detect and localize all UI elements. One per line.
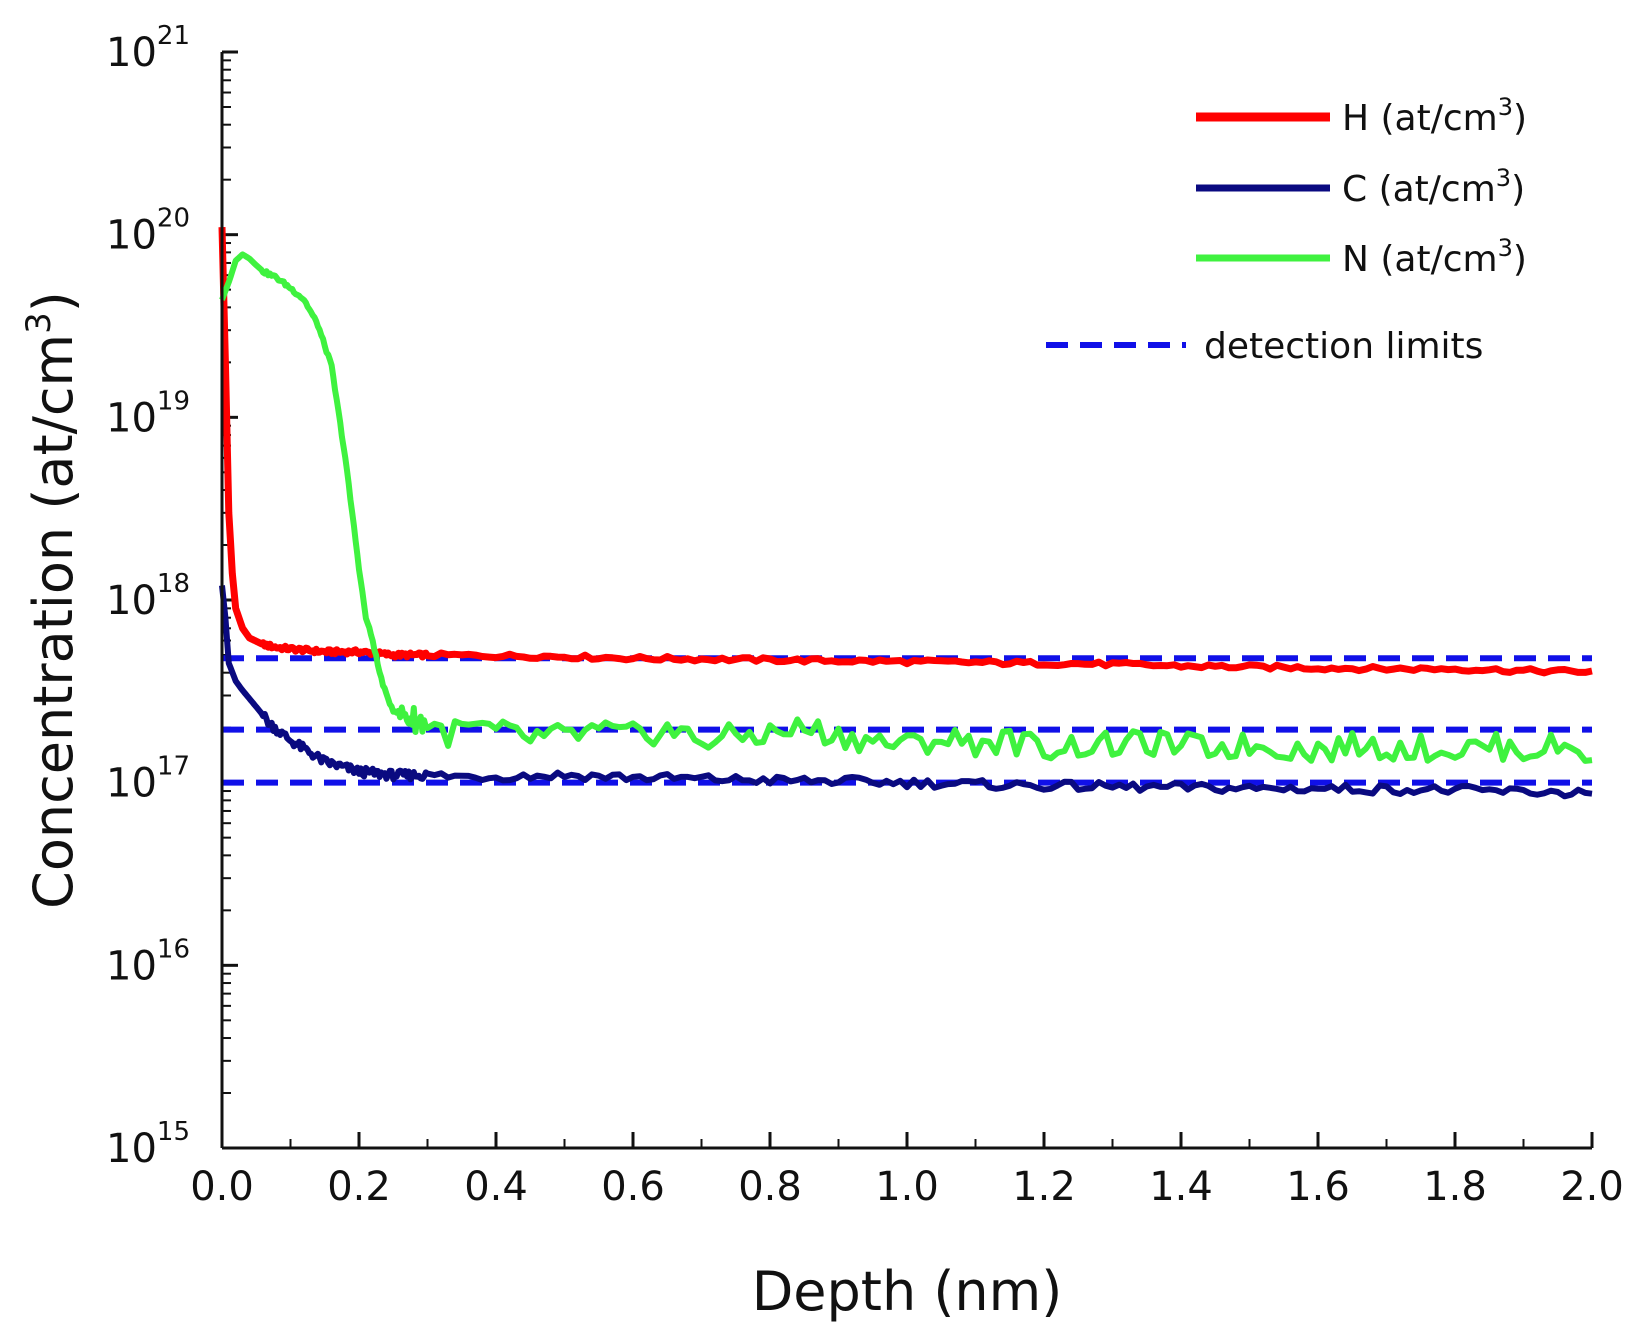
- series-line-h: [218, 227, 1593, 677]
- x-tick-label: 1.6: [1286, 1164, 1350, 1210]
- y-tick-labels: 1015 1016 1017 1018 1019 1020 1021: [106, 21, 190, 1172]
- detection-limit-lines: [222, 655, 1592, 786]
- legend-label-h: H (at/cm3): [1342, 93, 1527, 139]
- series-line-n: [219, 251, 1593, 764]
- y-axis-title-sup: 3: [19, 312, 59, 334]
- x-tick-label: 0.8: [738, 1164, 802, 1210]
- y-tick-label: 1019: [106, 386, 190, 441]
- y-tick-label: 1018: [106, 569, 190, 624]
- y-axis-title-close: ): [22, 291, 85, 312]
- x-axis-title: Depth (nm): [752, 1260, 1063, 1323]
- x-tick-label: 1.0: [875, 1164, 939, 1210]
- legend-label-c: C (at/cm3): [1342, 164, 1525, 210]
- y-tick-label: 1016: [106, 934, 190, 989]
- y-tick-label: 1015: [106, 1117, 190, 1172]
- y-tick-label: 1017: [106, 752, 190, 807]
- legend: H (at/cm3) C (at/cm3) N (at/cm3) detecti…: [1046, 93, 1527, 367]
- x-tick-label: 0.0: [190, 1164, 254, 1210]
- x-tick-labels: 0.0 0.2 0.4 0.6 0.8 1.0 1.2 1.4 1.6 1.8 2.0: [190, 1164, 1624, 1210]
- x-tick-label: 1.4: [1149, 1164, 1213, 1210]
- legend-label-detection: detection limits: [1204, 326, 1483, 367]
- y-tick-label: 1020: [106, 204, 190, 259]
- x-tick-label: 0.2: [327, 1164, 391, 1210]
- y-tick-label: 1021: [106, 21, 190, 76]
- legend-label-n: N (at/cm3): [1342, 234, 1527, 280]
- x-tick-label: 2.0: [1560, 1164, 1624, 1210]
- x-tick-label: 0.4: [464, 1164, 528, 1210]
- series-line-c: [219, 585, 1593, 800]
- x-tick-label: 1.2: [1012, 1164, 1076, 1210]
- x-tick-label: 0.6: [601, 1164, 665, 1210]
- y-axis-title-main: Concentration (at/cm: [22, 334, 85, 909]
- y-axis-title: Concentration (at/cm3): [19, 291, 85, 909]
- x-tick-label: 1.8: [1423, 1164, 1487, 1210]
